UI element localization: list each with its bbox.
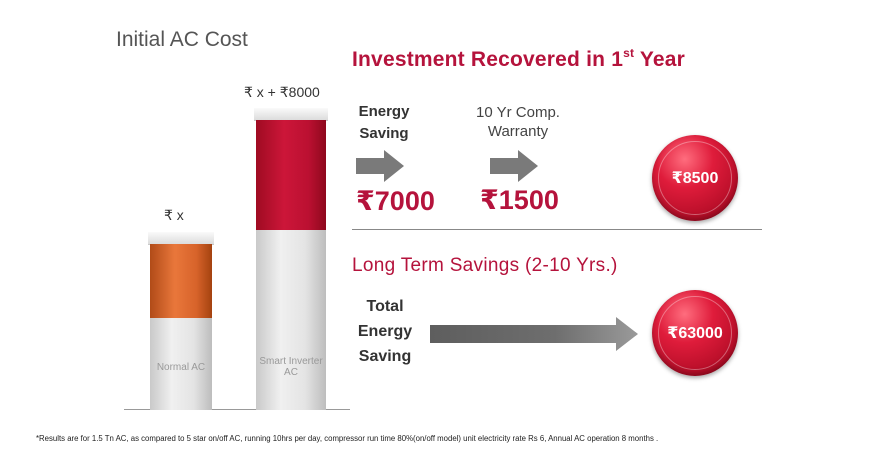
arrow-right-icon <box>490 150 540 182</box>
warranty-amount: ₹1500 <box>480 185 559 215</box>
normal-ac-name: Normal AC <box>156 362 206 373</box>
arrow-right-icon <box>356 150 406 182</box>
section-divider <box>352 229 762 230</box>
smart-ac-name: Smart Inverter AC <box>259 356 323 378</box>
badge-ring <box>658 141 732 215</box>
long-term-savings-title: Long Term Savings (2-10 Yrs.) <box>352 255 618 276</box>
normal-ac-price-label: ₹ x <box>164 207 184 223</box>
first-year-total-badge: ₹8500 <box>652 135 738 221</box>
badge-ring <box>658 296 732 370</box>
energy-saving-label: Energy Saving <box>358 103 410 142</box>
investment-recovered-title: Investment Recovered in 1st Year <box>352 46 686 71</box>
smart-inverter-ac-column: Smart Inverter AC <box>254 108 328 410</box>
long-term-total-badge: ₹63000 <box>652 290 738 376</box>
normal-ac-base-segment <box>150 318 212 410</box>
smart-ac-price-label: ₹ x + ₹8000 <box>244 84 320 100</box>
footnote: *Results are for 1.5 Tn AC, as compared … <box>36 434 659 443</box>
initial-cost-title: Initial AC Cost <box>116 28 248 51</box>
energy-saving-amount: ₹7000 <box>356 186 435 216</box>
total-energy-saving-label: Total Energy Saving <box>357 298 413 365</box>
long-arrow-right-icon <box>430 317 640 356</box>
ground-line <box>124 409 350 410</box>
normal-ac-column: Normal AC <box>148 232 214 410</box>
smart-ac-extra-cost-segment <box>256 120 326 230</box>
smart-ac-base-segment <box>256 230 326 410</box>
normal-ac-cost-segment <box>150 244 212 318</box>
warranty-label: 10 Yr Comp. Warranty <box>476 104 560 140</box>
